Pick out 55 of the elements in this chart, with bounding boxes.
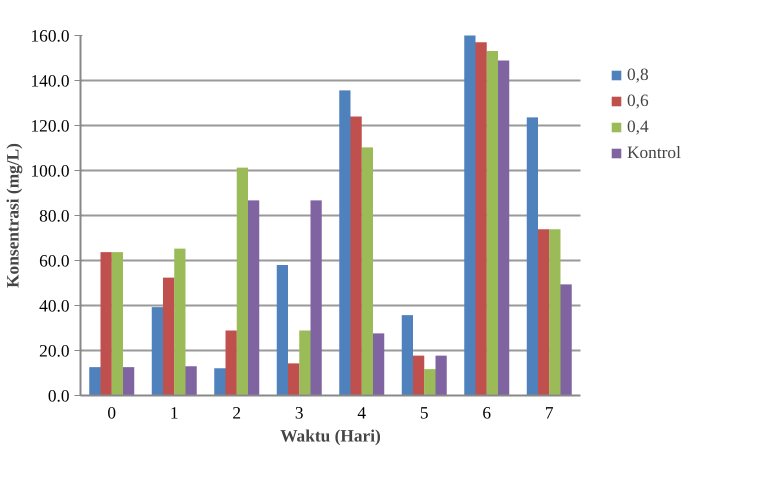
y-tick-label: 160.0 <box>30 26 70 46</box>
bar <box>526 117 538 396</box>
y-tick-label: 20.0 <box>39 342 70 360</box>
x-tick-label: 4 <box>357 404 366 422</box>
bar <box>560 284 572 396</box>
y-tick-label: 60.0 <box>39 252 70 270</box>
bar <box>498 60 510 396</box>
bar <box>339 90 350 396</box>
bar <box>100 252 112 396</box>
bar <box>413 356 424 396</box>
y-tick-label: 40.0 <box>39 296 70 316</box>
x-tick-label: 0 <box>107 404 116 422</box>
y-tick-label: 80.0 <box>39 206 70 226</box>
bar <box>464 36 476 396</box>
bar <box>174 248 186 396</box>
bar <box>288 363 300 396</box>
bar <box>486 51 498 396</box>
legend-label: 0,4 <box>627 117 649 137</box>
bar <box>112 252 123 396</box>
bar <box>402 315 413 396</box>
x-axis-title: Waktu (Hari) <box>280 426 382 446</box>
x-tick-label: 1 <box>170 404 179 422</box>
bar <box>476 42 487 396</box>
bar <box>123 367 134 396</box>
bar <box>350 116 362 396</box>
x-tick-label: 7 <box>544 404 554 422</box>
bar <box>248 200 260 396</box>
bar <box>89 367 100 396</box>
x-tick-label: 2 <box>232 404 242 422</box>
bar <box>214 368 226 396</box>
legend-label: 0,8 <box>627 65 649 85</box>
bar <box>436 356 447 396</box>
bar <box>226 330 237 396</box>
bar <box>362 147 373 396</box>
bar <box>310 200 322 396</box>
y-tick-label: 140.0 <box>30 72 70 90</box>
bar <box>538 229 550 396</box>
y-tick-label: 0.0 <box>48 386 70 406</box>
bar <box>236 168 248 396</box>
legend-label: 0,6 <box>627 91 649 111</box>
bar <box>276 265 288 396</box>
legend-label: Kontrol <box>627 143 681 163</box>
x-tick-label: 6 <box>482 404 492 422</box>
bar <box>299 330 310 396</box>
bar <box>373 333 384 396</box>
bar <box>163 278 174 396</box>
y-tick-label: 100.0 <box>30 162 70 180</box>
bar <box>424 369 436 396</box>
x-tick-label: 3 <box>294 404 304 422</box>
y-axis-title: Konsentrasi (mg/L) <box>4 142 23 288</box>
bar <box>549 229 560 396</box>
bar <box>152 307 163 396</box>
y-tick-label: 120.0 <box>30 116 70 136</box>
x-tick-label: 5 <box>420 404 429 422</box>
bar <box>186 366 197 396</box>
